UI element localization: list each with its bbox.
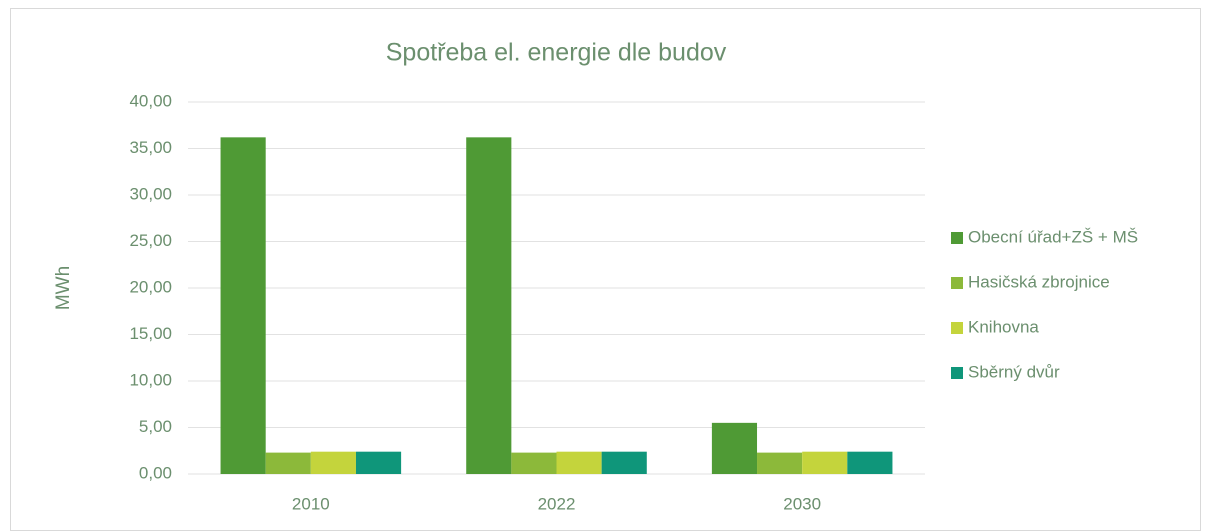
bar — [310, 451, 356, 474]
legend-label: Hasičská zbrojnice — [968, 272, 1110, 291]
bar — [757, 452, 803, 474]
y-axis-label: MWh — [53, 266, 74, 310]
bar — [556, 451, 602, 474]
y-tick-label: 20,00 — [129, 277, 172, 296]
x-tick-label: 2022 — [538, 494, 576, 513]
y-tick-label: 25,00 — [129, 231, 172, 250]
bar — [220, 137, 266, 474]
y-tick-label: 40,00 — [129, 91, 172, 110]
bar — [802, 451, 848, 474]
y-tick-label: 15,00 — [129, 324, 172, 343]
chart-border — [10, 8, 1201, 531]
y-tick-label: 0,00 — [139, 463, 172, 482]
chart-title: Spotřeba el. energie dle budov — [386, 39, 727, 67]
bar — [711, 422, 758, 474]
bar — [265, 452, 311, 474]
legend-swatch — [951, 322, 963, 334]
bar — [511, 452, 557, 474]
legend-label: Obecní úřad+ZŠ + MŠ — [968, 227, 1138, 246]
bar — [847, 451, 893, 474]
legend-swatch — [951, 232, 963, 244]
x-tick-label: 2030 — [783, 494, 821, 513]
y-tick-label: 10,00 — [129, 370, 172, 389]
bar — [466, 137, 512, 474]
legend-swatch — [951, 277, 963, 289]
legend-swatch — [951, 367, 963, 379]
bar — [355, 451, 402, 474]
legend-label: Knihovna — [968, 317, 1039, 336]
y-tick-label: 35,00 — [129, 138, 172, 157]
y-tick-label: 5,00 — [139, 417, 172, 436]
x-tick-label: 2010 — [292, 494, 330, 513]
y-tick-label: 30,00 — [129, 184, 172, 203]
legend-label: Sběrný dvůr — [968, 362, 1060, 381]
bar — [601, 451, 647, 474]
